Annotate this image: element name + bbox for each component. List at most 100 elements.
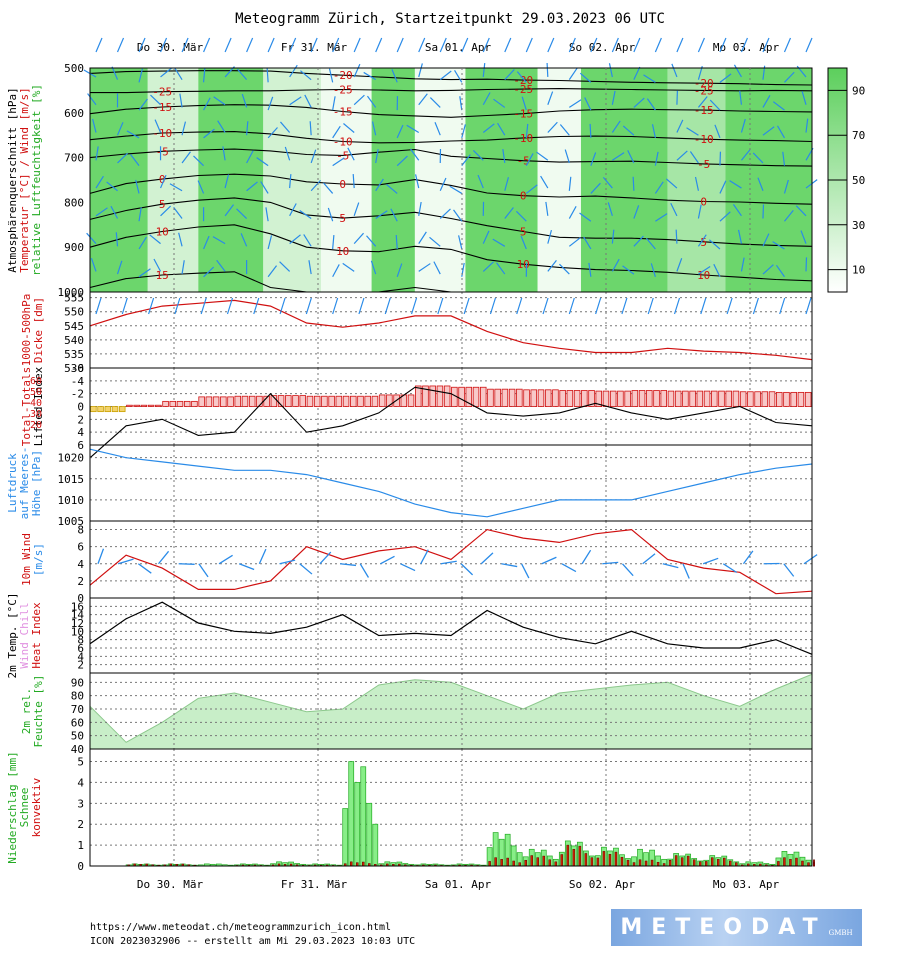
upper-wind-barb bbox=[525, 123, 529, 138]
total-totals-bar bbox=[761, 391, 769, 407]
upper-wind-barb bbox=[193, 155, 204, 167]
li-axis-label: Total-Totals bbox=[20, 367, 33, 446]
upper-wind-barb bbox=[547, 91, 554, 105]
convective-bar bbox=[362, 861, 365, 867]
upper-wind-barb bbox=[482, 230, 490, 244]
temp2m-line bbox=[89, 601, 813, 655]
upper-wind-barb bbox=[694, 176, 700, 191]
total-totals-bar bbox=[479, 386, 487, 407]
wind10m-wind-arrow bbox=[359, 563, 370, 578]
day-label-top: Sa 01. Apr bbox=[425, 41, 492, 54]
wind10m-wind-arrow bbox=[621, 563, 634, 577]
total-totals-bar bbox=[588, 390, 595, 407]
total-totals-bar bbox=[754, 391, 761, 407]
upper-wind-barb bbox=[525, 153, 534, 166]
total-totals-bar bbox=[140, 404, 148, 407]
thickness-wind-barb bbox=[95, 297, 102, 315]
wind10m-wind-arrow bbox=[783, 563, 795, 577]
thickness-axis-label: 1000-500hPa bbox=[20, 294, 33, 367]
total-totals-bar bbox=[436, 385, 444, 407]
upper-wind-barb bbox=[568, 205, 577, 219]
upper-wind-barb bbox=[611, 258, 620, 272]
rh2m-tick-label: 50 bbox=[71, 730, 84, 743]
rh2m-tick-label: 40 bbox=[71, 743, 84, 756]
humidity-band bbox=[537, 68, 581, 292]
footer-run-info: ICON 2023032906 -- erstellt am Mi 29.03.… bbox=[90, 936, 416, 947]
upper-wind-barb bbox=[772, 241, 785, 250]
upper-wind-barb bbox=[590, 182, 601, 194]
isotherm-label: 0 bbox=[700, 196, 707, 209]
wind10m-wind-arrow bbox=[198, 563, 209, 578]
isotherm-line bbox=[89, 148, 813, 167]
thickness-wind-barb bbox=[805, 297, 812, 315]
upper-wind-barb bbox=[390, 208, 398, 222]
pressure-tick-label: 700 bbox=[64, 152, 84, 165]
tt-scale-label: 30 bbox=[30, 409, 42, 420]
wind10m-wind-arrow bbox=[400, 563, 416, 572]
upper-wind-barb bbox=[458, 235, 463, 250]
upper-wind-barb bbox=[654, 151, 659, 166]
thickness-wind-barb bbox=[700, 297, 707, 315]
convective-bar bbox=[692, 859, 696, 867]
convective-bar bbox=[536, 857, 540, 867]
upper-wind-barb bbox=[396, 155, 408, 167]
isotherm-label: 5 bbox=[339, 212, 346, 225]
total-totals-bar bbox=[783, 391, 790, 407]
upper-wind-barb bbox=[212, 236, 226, 245]
upper-wind-barb bbox=[654, 181, 664, 194]
convective-bar bbox=[614, 851, 618, 867]
thickness-tick-label: 535 bbox=[64, 348, 84, 361]
upper-wind-barb bbox=[607, 202, 613, 217]
footer-url[interactable]: https://www.meteodat.ch/meteogrammzurich… bbox=[90, 922, 392, 933]
upper-wind-barb bbox=[347, 147, 355, 161]
day-label-top: So 02. Apr bbox=[569, 41, 636, 54]
upper-wind-barb bbox=[266, 68, 269, 83]
total-totals-bar bbox=[472, 386, 480, 407]
upper-wind-barb bbox=[502, 149, 506, 164]
upper-wind-barb bbox=[414, 174, 420, 189]
upper-wind-barb bbox=[159, 174, 167, 189]
precip-tick-label: 4 bbox=[77, 776, 84, 789]
upper-wind-barb bbox=[327, 207, 334, 222]
upper-wind-barb bbox=[737, 229, 743, 244]
convective-bar bbox=[801, 860, 804, 867]
top-wind-barb bbox=[719, 37, 727, 53]
convective-bar bbox=[735, 862, 738, 867]
upper-wind-barb bbox=[504, 68, 515, 81]
upper-wind-barb bbox=[675, 229, 678, 244]
thickness-tick-label: 550 bbox=[64, 306, 84, 319]
upper-wind-barb bbox=[762, 94, 771, 108]
upper-wind-barb bbox=[643, 74, 656, 83]
upper-wind-barb bbox=[719, 73, 732, 83]
isotherm-label: -15 bbox=[333, 105, 353, 118]
upper-wind-barb bbox=[795, 205, 807, 217]
isotherm-line bbox=[90, 88, 813, 94]
precip-tick-label: 5 bbox=[77, 756, 84, 769]
upper-wind-barb bbox=[740, 149, 751, 161]
upper-wind-barb bbox=[496, 262, 506, 275]
thickness-wind-barb bbox=[410, 297, 418, 315]
total-totals-bar bbox=[313, 395, 321, 407]
upper-wind-barb bbox=[332, 125, 341, 139]
upper-wind-barb bbox=[310, 179, 321, 192]
upper-wind-barb bbox=[433, 261, 441, 275]
top-wind-barb bbox=[310, 37, 318, 53]
total-totals-bar bbox=[335, 395, 343, 407]
thickness-wind-barb bbox=[542, 297, 549, 315]
upper-wind-barb bbox=[525, 184, 538, 194]
upper-wind-barb bbox=[564, 149, 570, 164]
total-totals-bar bbox=[581, 390, 588, 407]
wind10m-wind-arrow bbox=[642, 553, 656, 565]
precip-bar bbox=[360, 766, 367, 867]
upper-wind-barb bbox=[547, 229, 553, 244]
upper-wind-barb bbox=[801, 91, 807, 105]
convective-bar bbox=[584, 853, 588, 867]
temp2m-tick-label: 8 bbox=[77, 634, 84, 647]
upper-wind-barb bbox=[492, 238, 506, 247]
upper-wind-barb bbox=[676, 150, 688, 161]
tt-scale-label: 60 bbox=[30, 376, 42, 387]
thickness-tick-label: 540 bbox=[64, 334, 84, 347]
upper-wind-barb bbox=[633, 66, 641, 80]
upper-wind-barb bbox=[256, 157, 269, 167]
total-totals-bar bbox=[227, 396, 234, 407]
